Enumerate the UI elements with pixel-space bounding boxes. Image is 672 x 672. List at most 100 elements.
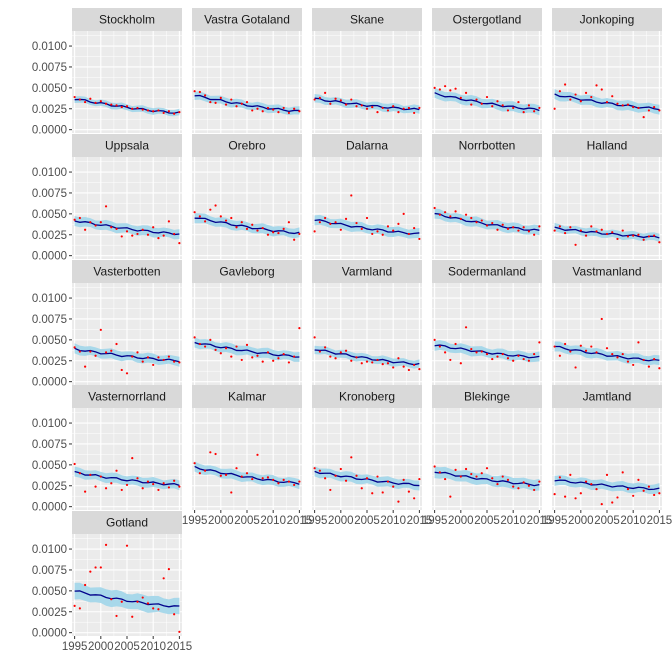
data-point	[152, 363, 155, 367]
data-point	[125, 230, 129, 233]
data-point	[209, 338, 212, 341]
data-point	[89, 97, 92, 100]
data-point	[386, 109, 390, 112]
data-point	[318, 469, 321, 472]
data-point	[496, 228, 499, 231]
data-point	[157, 488, 160, 492]
data-point	[360, 487, 363, 490]
data-point	[600, 88, 603, 91]
facet-title: Sodermanland	[448, 265, 526, 279]
facet-strip	[552, 8, 662, 31]
data-point	[397, 222, 400, 225]
facet-vasterbotten: Vasterbotten 0.0000 0.0025 0.0050 0.0075 0.01…	[32, 260, 182, 389]
data-point	[642, 116, 645, 119]
data-point	[329, 222, 332, 225]
data-point	[433, 86, 436, 89]
data-point	[110, 349, 113, 352]
x-tick-label: 1995	[182, 515, 208, 527]
x-tick-label: 2010	[260, 515, 286, 527]
y-tick-label: 0.0050	[32, 586, 67, 598]
data-point	[506, 109, 510, 112]
data-point	[621, 471, 624, 474]
data-point	[219, 215, 222, 218]
data-point	[256, 453, 259, 456]
data-point	[235, 226, 238, 229]
data-point	[433, 338, 436, 341]
facet-title: Jonkoping	[580, 13, 635, 27]
x-tick-label: 2005	[354, 515, 380, 527]
data-point	[157, 237, 160, 240]
data-point	[538, 480, 541, 483]
data-point	[413, 363, 416, 367]
data-point	[360, 227, 363, 230]
y-tick-label: 0.0025	[32, 230, 67, 242]
data-point	[449, 358, 452, 362]
facet-strip	[72, 8, 182, 31]
facet-strip	[552, 134, 662, 157]
data-point	[193, 336, 196, 339]
data-point	[637, 341, 640, 344]
facet-strip	[552, 260, 662, 283]
data-point	[371, 361, 374, 364]
data-point	[444, 351, 447, 354]
data-point	[632, 234, 635, 237]
data-point	[527, 230, 531, 233]
data-point	[193, 211, 196, 214]
data-point	[157, 109, 160, 112]
x-tick-label: 2005	[234, 515, 260, 527]
data-point	[235, 345, 238, 348]
data-point	[350, 194, 353, 197]
trend-line	[314, 219, 420, 235]
data-point	[120, 600, 123, 603]
facet-strip	[552, 385, 662, 408]
data-point	[141, 596, 144, 599]
data-point	[334, 221, 337, 224]
data-point	[115, 104, 118, 107]
data-point	[89, 350, 92, 353]
data-point	[339, 228, 342, 231]
data-point	[574, 93, 577, 96]
data-point	[162, 234, 165, 237]
data-point	[115, 614, 118, 618]
data-point	[647, 235, 651, 238]
data-point	[152, 482, 155, 486]
data-point	[94, 485, 97, 488]
data-point	[235, 105, 238, 108]
data-point	[329, 355, 332, 358]
data-point	[298, 480, 301, 483]
data-point	[386, 480, 390, 483]
data-point	[329, 488, 332, 492]
data-point	[318, 350, 321, 353]
data-point	[146, 480, 150, 483]
data-point	[120, 368, 123, 372]
data-point	[224, 347, 228, 350]
data-point	[595, 488, 598, 491]
data-point	[642, 358, 645, 362]
facet-title: Kalmar	[228, 390, 266, 404]
data-point	[637, 233, 640, 236]
data-point	[136, 351, 139, 354]
data-point	[574, 497, 577, 500]
data-point	[438, 471, 441, 474]
data-point	[506, 227, 510, 230]
data-point	[517, 229, 520, 232]
data-point	[214, 101, 217, 104]
data-point	[653, 234, 656, 237]
data-point	[120, 235, 123, 238]
data-point	[146, 109, 150, 112]
data-point	[240, 102, 243, 105]
data-point	[136, 232, 139, 236]
facet-title: Halland	[587, 139, 628, 153]
data-point	[506, 478, 510, 481]
data-point	[198, 342, 201, 346]
data-point	[251, 223, 254, 226]
y-tick-label: 0.0075	[32, 188, 67, 200]
data-point	[485, 467, 489, 470]
data-point	[584, 234, 588, 237]
facet-title: Vasternorrland	[88, 390, 166, 404]
data-point	[413, 111, 416, 115]
data-point	[261, 226, 264, 230]
data-point	[272, 478, 275, 481]
facet-title: Gotland	[106, 516, 148, 530]
data-point	[73, 462, 76, 466]
